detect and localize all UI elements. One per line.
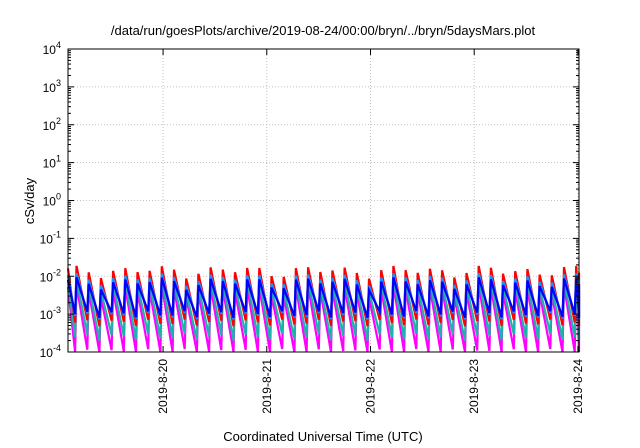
ticks-layer: 10-4 10-3 10-2 10-1 100 101 102 103 104 2019-8-20… (40, 40, 585, 414)
data-series-line (66, 276, 581, 319)
y-axis-label: cSv/day (22, 177, 37, 224)
series-layer (66, 265, 581, 353)
y-tick-label: 10-1 (40, 229, 61, 246)
y-tick-label: 103 (43, 78, 61, 95)
y-tick-label: 100 (43, 192, 61, 209)
x-tick-label: 2019-8-24 (571, 359, 585, 414)
x-tick-label: 2019-8-22 (363, 359, 377, 414)
y-tick-label: 10-2 (40, 267, 61, 284)
x-tick-label: 2019-8-23 (467, 359, 481, 414)
y-tick-label: 10-4 (40, 343, 61, 360)
y-tick-label: 104 (43, 40, 61, 57)
y-tick-label: 10-3 (40, 305, 61, 322)
x-axis-label: Coordinated Universal Time (UTC) (223, 429, 422, 444)
x-tick-label: 2019-8-21 (260, 359, 274, 414)
y-tick-label: 102 (43, 116, 61, 133)
y-tick-label: 101 (43, 154, 61, 171)
x-tick-label: 2019-8-20 (156, 359, 170, 414)
chart-title: /data/run/goesPlots/archive/2019-08-24/0… (111, 23, 536, 38)
